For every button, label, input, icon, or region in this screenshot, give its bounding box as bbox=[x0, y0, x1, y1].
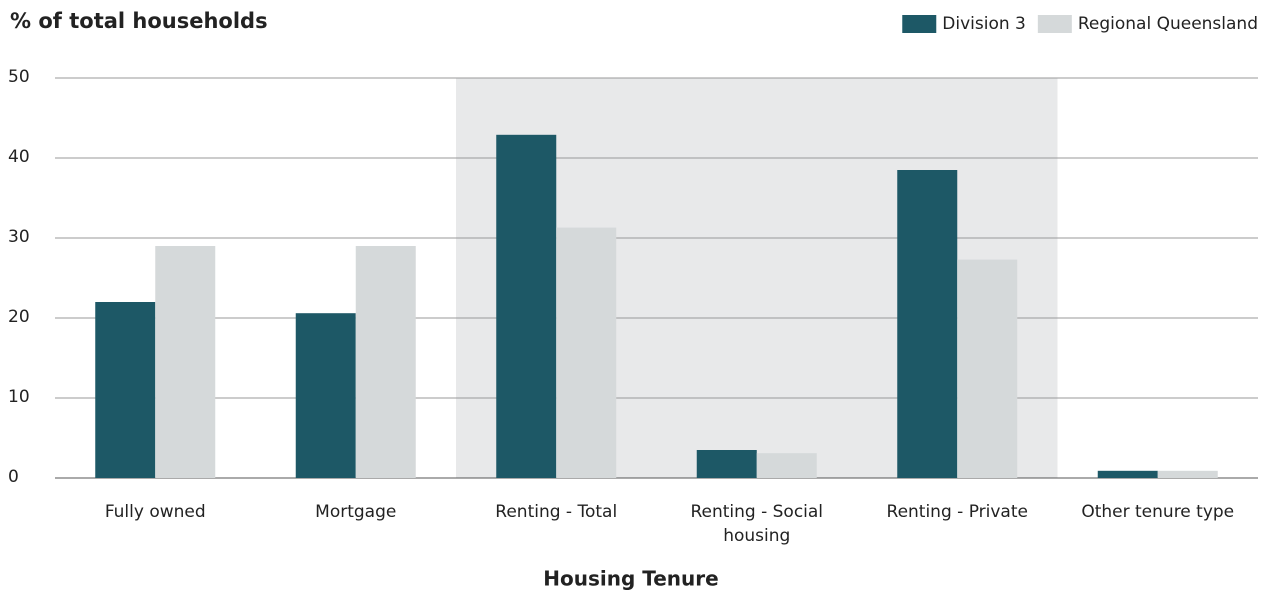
bar bbox=[897, 170, 958, 478]
legend-label: Regional Queensland bbox=[1078, 14, 1258, 34]
bar bbox=[696, 450, 757, 478]
bar bbox=[95, 302, 156, 478]
x-tick-label: Renting - Social housing bbox=[690, 502, 824, 546]
bar bbox=[355, 246, 416, 478]
bar bbox=[295, 313, 356, 478]
bar bbox=[496, 134, 557, 479]
y-tick-label: 40 bbox=[8, 147, 30, 167]
bar bbox=[756, 453, 817, 478]
y-tick-label: 50 bbox=[8, 67, 30, 87]
y-tick-label: 0 bbox=[8, 467, 19, 487]
bar bbox=[957, 259, 1018, 478]
legend-label: Division 3 bbox=[942, 14, 1026, 34]
y-tick-label: 30 bbox=[8, 227, 30, 247]
x-tick-label: Mortgage bbox=[315, 502, 397, 522]
chart-title: % of total households bbox=[10, 9, 268, 33]
x-tick-label: Fully owned bbox=[104, 502, 206, 522]
y-tick-label: 20 bbox=[8, 307, 30, 327]
bar bbox=[556, 227, 617, 478]
x-tick-label: Other tenure type bbox=[1081, 502, 1235, 522]
legend-swatch bbox=[1037, 15, 1072, 33]
bar bbox=[1097, 470, 1158, 478]
y-tick-label: 10 bbox=[8, 387, 30, 407]
x-tick-label: Renting - Total bbox=[495, 502, 618, 522]
legend-swatch bbox=[902, 15, 937, 33]
bar bbox=[1157, 470, 1218, 478]
bar bbox=[155, 246, 216, 478]
x-axis-title: Housing Tenure bbox=[543, 567, 718, 591]
x-tick-label: Renting - Private bbox=[886, 502, 1028, 522]
